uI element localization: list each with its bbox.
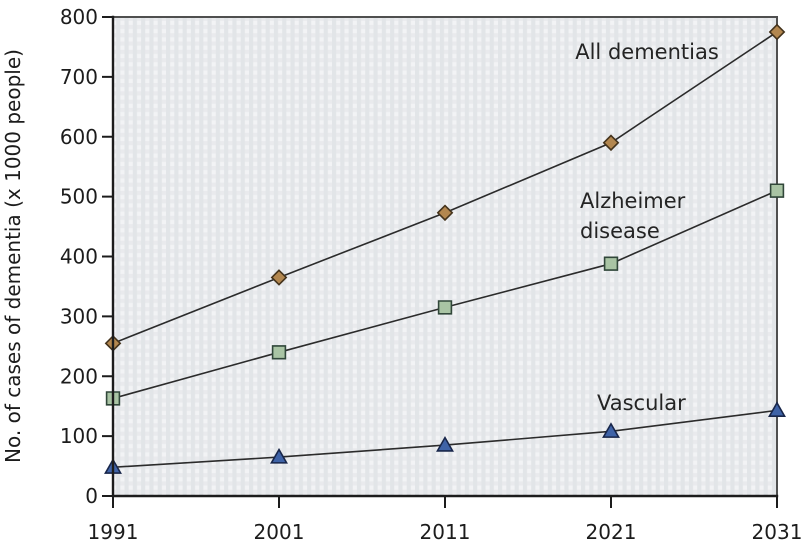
y-tick-label: 200 (60, 364, 98, 388)
marker-square-alzheimer-disease (437, 300, 453, 315)
x-tick-label: 2001 (254, 520, 305, 544)
marker-diamond-all-dementias (768, 23, 786, 41)
marker-triangle-vascular (270, 447, 288, 464)
plot-area (112, 16, 778, 497)
marker-square-alzheimer-disease (603, 256, 619, 271)
y-axis-title: No. of cases of dementia (x 1000 people) (1, 49, 25, 463)
chart-series (104, 23, 786, 474)
marker-triangle-vascular (768, 401, 786, 417)
marker-diamond-all-dementias (602, 134, 620, 152)
x-tick-label: 2021 (586, 520, 637, 544)
x-tick-label: 2011 (420, 520, 471, 544)
x-tick-label: 2031 (752, 520, 802, 544)
y-tick-label: 800 (60, 5, 98, 29)
y-tick-label: 600 (60, 125, 98, 149)
marker-triangle-vascular (436, 435, 454, 452)
marker-square-alzheimer-disease (769, 183, 785, 198)
x-tick-label: 1991 (88, 520, 139, 544)
series-label-all-dementias: All dementias (575, 40, 719, 64)
marker-square-alzheimer-disease (271, 345, 287, 360)
y-tick-label: 0 (85, 484, 98, 508)
series-label-alzheimer-disease: Alzheimer disease (580, 189, 692, 243)
series-labels: All dementias Alzheimer disease Vascular (575, 40, 719, 415)
axis-ticks: 0 100 200 300 400 500 600 700 800 1991 2001 2011 202… (60, 5, 802, 544)
axes (111, 15, 779, 498)
marker-diamond-all-dementias (270, 269, 288, 286)
y-tick-label: 700 (60, 65, 98, 89)
marker-diamond-all-dementias (436, 204, 454, 222)
y-tick-label: 400 (60, 245, 98, 269)
y-tick-label: 500 (60, 185, 98, 209)
series-label-vascular: Vascular (597, 391, 686, 415)
y-tick-label: 100 (60, 424, 98, 448)
marker-triangle-vascular (602, 422, 620, 438)
y-tick-label: 300 (60, 304, 98, 328)
